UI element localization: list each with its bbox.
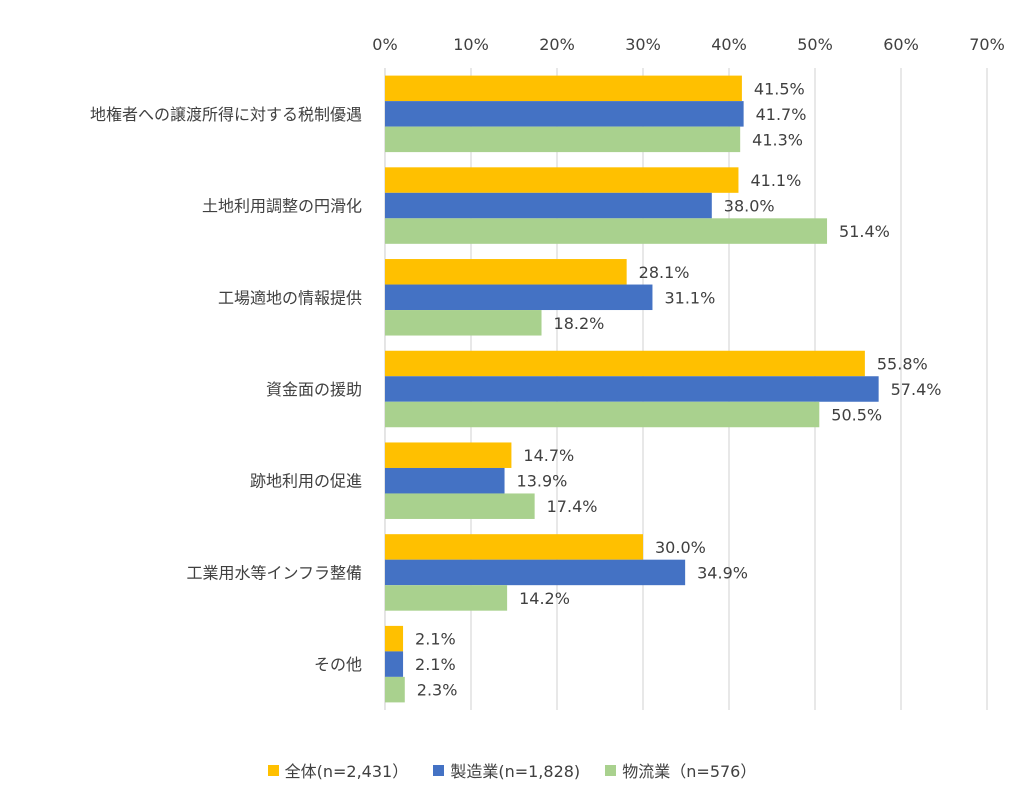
- x-tick-label: 30%: [625, 35, 661, 54]
- data-labels: 41.5% 41.7% 41.3% 41.1% 38.0% 51.4% 28.1% 31.1%…: [415, 79, 941, 699]
- bar: [385, 259, 627, 285]
- data-label: 41.7%: [756, 105, 807, 124]
- bar-chart: 0% 10% 20% 30% 40% 50% 60% 70% 地権者への譲渡所得に対する税制優…: [90, 35, 1005, 710]
- data-label: 2.1%: [415, 630, 456, 649]
- data-label: 51.4%: [839, 222, 890, 241]
- category-label: 地権者への譲渡所得に対する税制優遇: [90, 105, 362, 124]
- bar: [385, 625, 404, 652]
- data-label: 34.9%: [697, 563, 748, 582]
- legend-item-all: 全体(n=2,431）: [267, 758, 409, 782]
- bar: [385, 126, 741, 153]
- bar: [385, 218, 828, 244]
- x-tick-label: 20%: [539, 35, 575, 54]
- bar: [385, 534, 643, 560]
- data-label: 2.1%: [415, 655, 456, 674]
- data-label: 14.2%: [519, 589, 570, 608]
- x-tick-label: 40%: [711, 35, 747, 54]
- bar: [385, 401, 820, 428]
- category-label: 工業用水等インフラ整備: [186, 563, 362, 582]
- legend-swatch-manufacturing: [433, 764, 445, 776]
- bar: [385, 467, 505, 494]
- category-label: 跡地利用の促進: [250, 472, 362, 491]
- bar: [385, 167, 739, 193]
- legend: 全体(n=2,431） 製造業(n=1,828) 物流業（n=576）: [0, 758, 1024, 782]
- category-label: その他: [314, 655, 362, 674]
- legend-swatch-logistics: [605, 764, 617, 776]
- legend-item-manufacturing: 製造業(n=1,828): [433, 758, 580, 782]
- bar: [385, 310, 542, 336]
- data-label: 30.0%: [655, 538, 706, 557]
- bar: [385, 75, 742, 102]
- bar: [385, 585, 508, 611]
- data-label: 41.3%: [752, 130, 803, 149]
- data-label: 14.7%: [523, 446, 574, 465]
- bar: [385, 350, 865, 377]
- legend-item-logistics: 物流業（n=576）: [605, 758, 756, 782]
- x-tick-label: 0%: [372, 35, 397, 54]
- bar: [385, 676, 405, 703]
- x-axis-tick-labels: 0% 10% 20% 30% 40% 50% 60% 70%: [372, 35, 1004, 54]
- x-tick-label: 70%: [969, 35, 1005, 54]
- data-label: 38.0%: [724, 197, 775, 216]
- legend-swatch-all: [267, 764, 279, 776]
- bar: [385, 493, 535, 519]
- bar: [385, 192, 712, 219]
- bar: [385, 376, 879, 402]
- bar: [385, 284, 653, 311]
- data-label: 55.8%: [877, 355, 928, 374]
- data-label: 31.1%: [664, 288, 715, 307]
- data-label: 41.1%: [750, 171, 801, 190]
- bar: [385, 101, 744, 127]
- legend-label-manufacturing: 製造業(n=1,828): [450, 762, 581, 781]
- category-label: 工場適地の情報提供: [218, 288, 362, 307]
- category-label: 土地利用調整の円滑化: [202, 197, 362, 216]
- data-label: 2.3%: [417, 681, 458, 700]
- bar: [385, 442, 512, 468]
- category-labels: 地権者への譲渡所得に対する税制優遇土地利用調整の円滑化工場適地の情報提供資金面の…: [90, 105, 362, 674]
- data-label: 57.4%: [891, 380, 942, 399]
- x-tick-label: 60%: [883, 35, 919, 54]
- bars: [385, 75, 879, 703]
- data-label: 41.5%: [754, 79, 805, 98]
- data-label: 28.1%: [639, 263, 690, 282]
- data-label: 13.9%: [517, 472, 568, 491]
- x-tick-label: 10%: [453, 35, 489, 54]
- legend-label-all: 全体(n=2,431）: [284, 762, 409, 781]
- category-label: 資金面の援助: [266, 380, 362, 399]
- x-tick-label: 50%: [797, 35, 833, 54]
- data-label: 17.4%: [547, 497, 598, 516]
- bar: [385, 559, 686, 586]
- legend-label-logistics: 物流業（n=576）: [622, 762, 757, 781]
- data-label: 50.5%: [831, 406, 882, 425]
- bar: [385, 651, 404, 677]
- data-label: 18.2%: [554, 314, 605, 333]
